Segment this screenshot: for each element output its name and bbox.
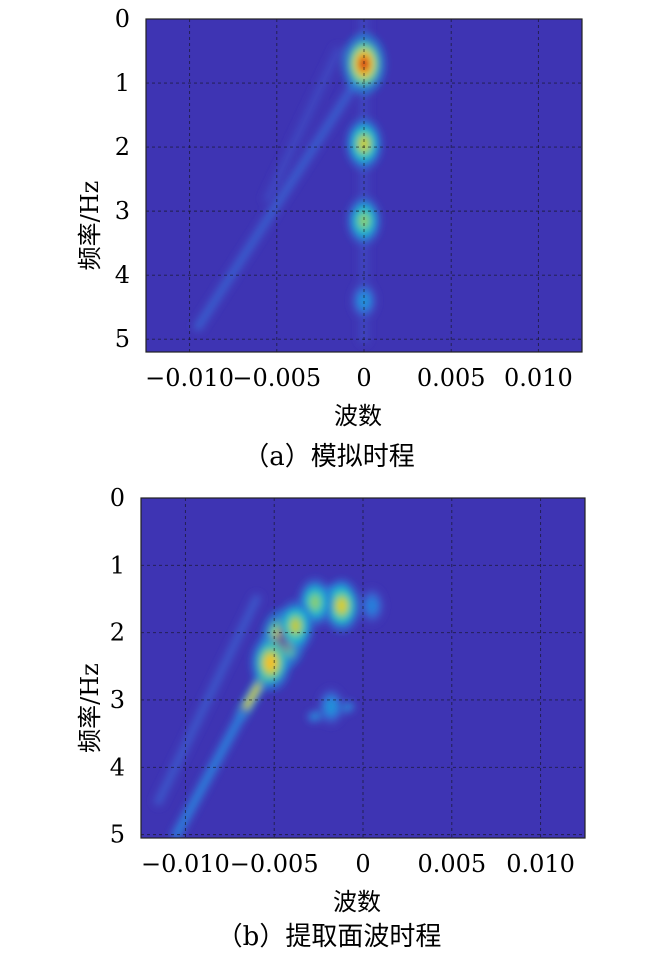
x-tick-label: −0.005 <box>232 364 321 392</box>
panel-a: −0.010 −0.005 0 0.005 0.010 0 1 2 3 4 5 波数 频率/Hz （a）… <box>0 0 658 475</box>
y-axis-label: 频率/Hz <box>76 181 104 271</box>
y-tick-label: 3 <box>115 197 130 225</box>
x-tick-label: 0 <box>356 364 371 392</box>
x-tick-label: −0.010 <box>145 364 234 392</box>
caption-b: （b）提取面波时程 <box>216 922 442 952</box>
y-tick-label: 0 <box>115 5 130 33</box>
ridge-core-1 <box>173 710 246 838</box>
x-axis-label: 波数 <box>333 888 381 916</box>
peak-6-level-4 <box>367 599 376 612</box>
y-tick-label: 1 <box>115 69 130 97</box>
peak-3-level-4 <box>360 294 368 307</box>
y-tick-label: 5 <box>110 821 125 849</box>
y-tick-label: 2 <box>110 619 125 647</box>
y-tick-label: 4 <box>115 261 130 289</box>
y-tick-label: 5 <box>115 325 130 353</box>
heatmap-blur-layer <box>151 577 386 838</box>
y-tick-label: 0 <box>110 484 125 512</box>
heatmap-chart-a: −0.010−0.005 0 0.005 0.010 0 1 2 3 4 5 波数 频率/Hz <box>76 5 583 430</box>
panel-b: −0.010 −0.005 0 0.005 0.010 0 1 2 3 4 5 波数 频率/Hz （b）… <box>0 480 658 964</box>
x-tick-label: 0 <box>355 850 370 878</box>
y-tick-label: 2 <box>115 133 130 161</box>
peak-3-level-4 <box>311 596 320 609</box>
x-tick-label: −0.010 <box>141 850 230 878</box>
x-tick-label: 0.005 <box>417 850 486 878</box>
heatmap-field <box>151 577 386 838</box>
heatmap-chart-b: −0.010 −0.005 0 0.005 0.010 0 1 2 3 4 5 波数 频率/Hz <box>76 484 586 916</box>
peak-1-level-4 <box>266 656 275 669</box>
plot-frame <box>140 497 586 839</box>
x-tick-label: 0.010 <box>504 364 573 392</box>
x-tick-label: 0.005 <box>417 364 486 392</box>
ridge-core-0 <box>195 80 359 330</box>
plot-frame <box>145 18 583 353</box>
peak-4-level-4 <box>291 619 300 632</box>
grid-lines <box>141 497 585 838</box>
ridge-core-1 <box>265 48 341 202</box>
y-tick-label: 1 <box>110 551 125 579</box>
y-tick-label: 4 <box>110 753 125 781</box>
x-axis-label: 波数 <box>334 402 382 430</box>
peak-2-level-4 <box>360 214 368 227</box>
y-axis-label: 频率/Hz <box>76 663 104 753</box>
x-tick-label: −0.005 <box>230 850 319 878</box>
x-tick-label: 0.010 <box>506 850 575 878</box>
caption-a: （a）模拟时程 <box>243 442 415 472</box>
y-tick-label: 3 <box>110 686 125 714</box>
peak-5-level-4 <box>327 700 336 713</box>
peak-2-level-4 <box>337 599 346 612</box>
